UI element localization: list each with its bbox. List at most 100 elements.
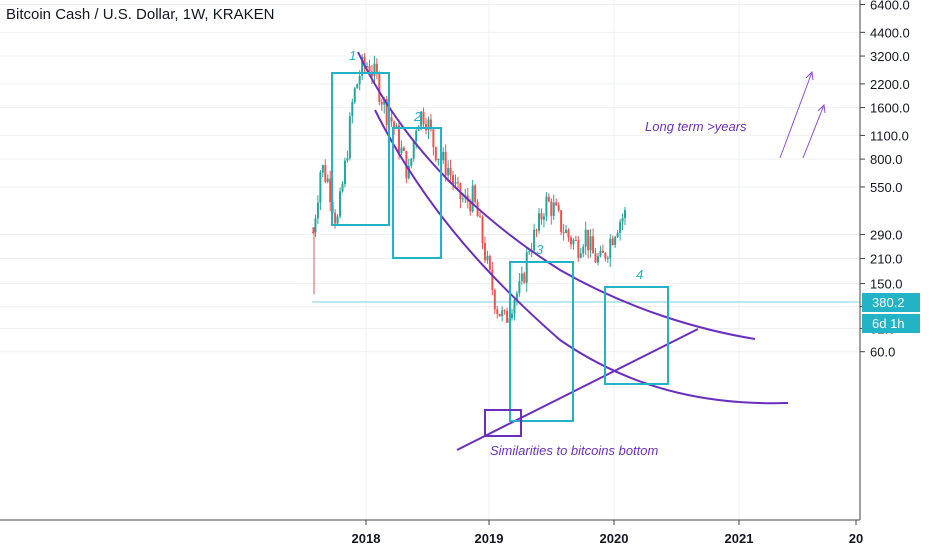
candle-up [410, 158, 413, 166]
candle-up [579, 253, 582, 258]
candle-up [510, 313, 513, 319]
candle-up [316, 202, 319, 219]
support-trend-line [456, 328, 699, 451]
long-term-annotation: Long term >years [645, 119, 747, 134]
candle-up [427, 119, 430, 131]
candle-up [572, 240, 575, 245]
candle-down [496, 309, 499, 314]
y-tick-label: 550.0 [870, 180, 903, 195]
x-tick-label: 20 [849, 531, 863, 546]
x-axis[interactable]: 2018 2019 2020 2021 20 [352, 520, 864, 546]
candle-up [341, 183, 344, 192]
candle-down [483, 242, 486, 261]
candle-up [501, 310, 504, 317]
candle-up [454, 182, 457, 184]
candle-down [449, 167, 452, 176]
candle-up [321, 165, 324, 173]
candle-up [525, 252, 528, 283]
candle-down [587, 229, 590, 251]
candle-up [609, 238, 612, 259]
arrowhead-icon [817, 103, 826, 114]
y-tick-label: 4400.0 [870, 25, 910, 40]
candle-down [324, 165, 327, 182]
x-tick-label: 2020 [600, 531, 629, 546]
candle-down [444, 151, 447, 176]
candle-up [383, 99, 386, 105]
box-4-label: 4 [636, 267, 643, 282]
candle-down [535, 229, 538, 231]
countdown-tag [862, 314, 920, 333]
candle-down [555, 202, 558, 206]
countdown-text: 6d 1h [872, 316, 905, 331]
candle-down [592, 236, 595, 254]
candle-up [351, 102, 354, 117]
candle-up [361, 56, 364, 76]
y-tick-label: 60.0 [870, 345, 895, 360]
candle-down [567, 229, 570, 238]
candle-up [520, 273, 523, 281]
candle-up [373, 63, 376, 76]
lower-trend-curve [374, 109, 789, 405]
y-tick-label: 210.0 [870, 252, 903, 267]
candle-down [378, 74, 381, 102]
candle-down [601, 250, 604, 253]
candle-up [584, 229, 587, 247]
candle-down [488, 256, 491, 270]
candle-down [452, 175, 455, 184]
long-term-arrow-2 [802, 104, 825, 159]
candle-up [542, 216, 545, 220]
y-tick-label: 290.0 [870, 228, 903, 243]
candle-up [513, 299, 516, 314]
bottom-annotation: Similarities to bitcoins bottom [490, 443, 659, 458]
candle-up [599, 250, 602, 257]
candle-up [353, 88, 356, 103]
candle-down [574, 240, 577, 242]
candle-up [486, 256, 489, 261]
candle-down [334, 212, 337, 224]
candle-down [493, 289, 496, 310]
candle-up [348, 116, 351, 159]
x-tick-label: 2021 [725, 531, 754, 546]
candle-down [560, 210, 563, 233]
candle-up [319, 172, 322, 203]
y-tick-label: 1100.0 [870, 128, 909, 143]
candle-up [528, 251, 531, 253]
upper-trend-curve [357, 51, 756, 340]
candle-down [429, 119, 432, 130]
candle-up [415, 130, 418, 142]
candle-down [456, 182, 459, 184]
current-price-text: 380.2 [872, 295, 905, 310]
candle-up [606, 258, 609, 260]
candle-down [523, 273, 526, 283]
candle-down [393, 121, 396, 128]
candle-up [616, 232, 619, 238]
candle-up [582, 246, 585, 254]
y-axis[interactable]: 6400.0 4400.0 3200.0 2200.0 1600.0 1100.0 800.… [860, 0, 910, 360]
box-1 [331, 72, 390, 226]
candle-down [547, 196, 550, 202]
grid-lines [0, 0, 860, 520]
candle-down [569, 237, 572, 245]
y-tick-label: 800.0 [870, 152, 903, 167]
candle-down [368, 65, 371, 72]
y-tick-label: 150.0 [870, 277, 903, 292]
candle-down [506, 311, 509, 323]
candle-down [402, 147, 405, 151]
candle-down [474, 185, 477, 202]
candle-down [479, 216, 482, 218]
candle-up [545, 196, 548, 217]
candle-up [589, 236, 592, 251]
candle-up [437, 158, 440, 161]
candle-down [577, 240, 580, 258]
box-2-label: 2 [413, 109, 422, 124]
candle-up [552, 202, 555, 216]
candle-up [336, 216, 339, 224]
candle-up [624, 210, 626, 219]
candle-up [619, 221, 622, 233]
candle-down [594, 253, 597, 263]
candle-down [422, 111, 425, 125]
candle-up [533, 229, 536, 251]
candle-down [604, 252, 607, 259]
candle-series [312, 53, 626, 331]
